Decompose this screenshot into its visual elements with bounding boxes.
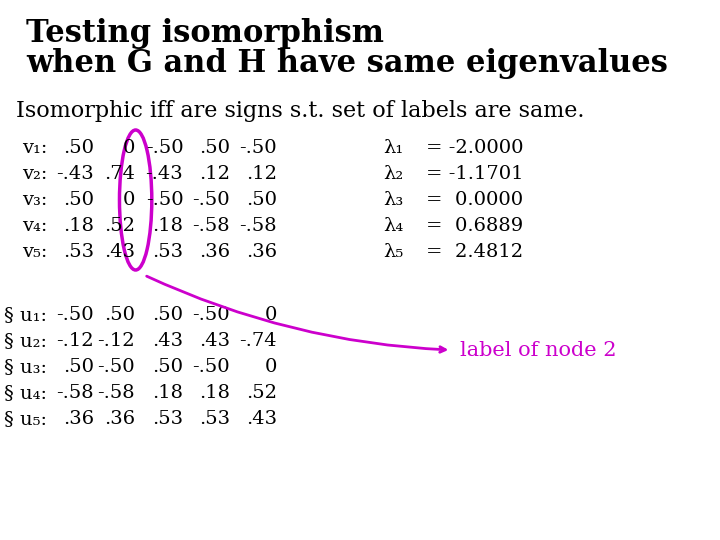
Text: -.12: -.12 [56, 332, 94, 350]
Text: Testing isomorphism: Testing isomorphism [26, 18, 384, 49]
Text: .50: .50 [104, 306, 135, 324]
Text: .74: .74 [104, 165, 135, 183]
Text: .36: .36 [199, 243, 230, 261]
Text: v₅:: v₅: [22, 243, 48, 261]
Text: λ₃: λ₃ [383, 191, 403, 209]
Text: .53: .53 [152, 410, 184, 428]
Text: λ₂: λ₂ [383, 165, 403, 183]
Text: v₄:: v₄: [22, 217, 48, 235]
Text: .50: .50 [63, 358, 94, 376]
Text: = -2.0000: = -2.0000 [426, 139, 523, 157]
Text: -.74: -.74 [239, 332, 277, 350]
Text: .53: .53 [152, 243, 184, 261]
Text: .18: .18 [63, 217, 94, 235]
Text: .12: .12 [246, 165, 277, 183]
Text: =  0.6889: = 0.6889 [426, 217, 523, 235]
Text: -.50: -.50 [239, 139, 277, 157]
Text: .52: .52 [246, 384, 277, 402]
Text: -.58: -.58 [192, 217, 230, 235]
Text: -.58: -.58 [239, 217, 277, 235]
Text: -.12: -.12 [97, 332, 135, 350]
Text: -.50: -.50 [97, 358, 135, 376]
Text: § u₅:: § u₅: [4, 410, 48, 428]
Text: .36: .36 [104, 410, 135, 428]
Text: .43: .43 [199, 332, 230, 350]
Text: .50: .50 [152, 358, 184, 376]
Text: =  0.0000: = 0.0000 [426, 191, 523, 209]
Text: .50: .50 [63, 139, 94, 157]
Text: .36: .36 [246, 243, 277, 261]
Text: .50: .50 [246, 191, 277, 209]
Text: -.58: -.58 [56, 384, 94, 402]
Text: λ₅: λ₅ [383, 243, 403, 261]
Text: 0: 0 [264, 358, 277, 376]
Text: -.50: -.50 [192, 306, 230, 324]
Text: .50: .50 [199, 139, 230, 157]
Text: 0: 0 [122, 191, 135, 209]
Text: .53: .53 [63, 243, 94, 261]
Text: § u₁:: § u₁: [4, 306, 48, 324]
Text: -.50: -.50 [56, 306, 94, 324]
Text: .43: .43 [104, 243, 135, 261]
Text: -.43: -.43 [145, 165, 184, 183]
Text: -.58: -.58 [97, 384, 135, 402]
Text: label of node 2: label of node 2 [460, 341, 616, 360]
Text: λ₁: λ₁ [383, 139, 403, 157]
Text: v₂:: v₂: [22, 165, 48, 183]
Text: .50: .50 [63, 191, 94, 209]
Text: .52: .52 [104, 217, 135, 235]
Text: § u₃:: § u₃: [4, 358, 48, 376]
Text: λ₄: λ₄ [383, 217, 403, 235]
Text: Isomorphic iff are signs s.t. set of labels are same.: Isomorphic iff are signs s.t. set of lab… [16, 100, 584, 122]
Text: .53: .53 [199, 410, 230, 428]
Text: .50: .50 [152, 306, 184, 324]
Text: .18: .18 [152, 217, 184, 235]
Text: = -1.1701: = -1.1701 [426, 165, 523, 183]
Text: v₁:: v₁: [22, 139, 48, 157]
Text: 0: 0 [264, 306, 277, 324]
Text: .18: .18 [199, 384, 230, 402]
Text: § u₄:: § u₄: [4, 384, 48, 402]
Text: =  2.4812: = 2.4812 [426, 243, 523, 261]
Text: -.50: -.50 [145, 191, 184, 209]
Text: .18: .18 [152, 384, 184, 402]
Text: -.50: -.50 [192, 358, 230, 376]
Text: v₃:: v₃: [22, 191, 48, 209]
Text: -.50: -.50 [145, 139, 184, 157]
Text: § u₂:: § u₂: [4, 332, 48, 350]
Text: when G and H have same eigenvalues: when G and H have same eigenvalues [26, 48, 667, 79]
Text: .12: .12 [199, 165, 230, 183]
Text: -.50: -.50 [192, 191, 230, 209]
Text: .43: .43 [152, 332, 184, 350]
Text: -.43: -.43 [56, 165, 94, 183]
Text: .36: .36 [63, 410, 94, 428]
Text: 0: 0 [122, 139, 135, 157]
Text: .43: .43 [246, 410, 277, 428]
